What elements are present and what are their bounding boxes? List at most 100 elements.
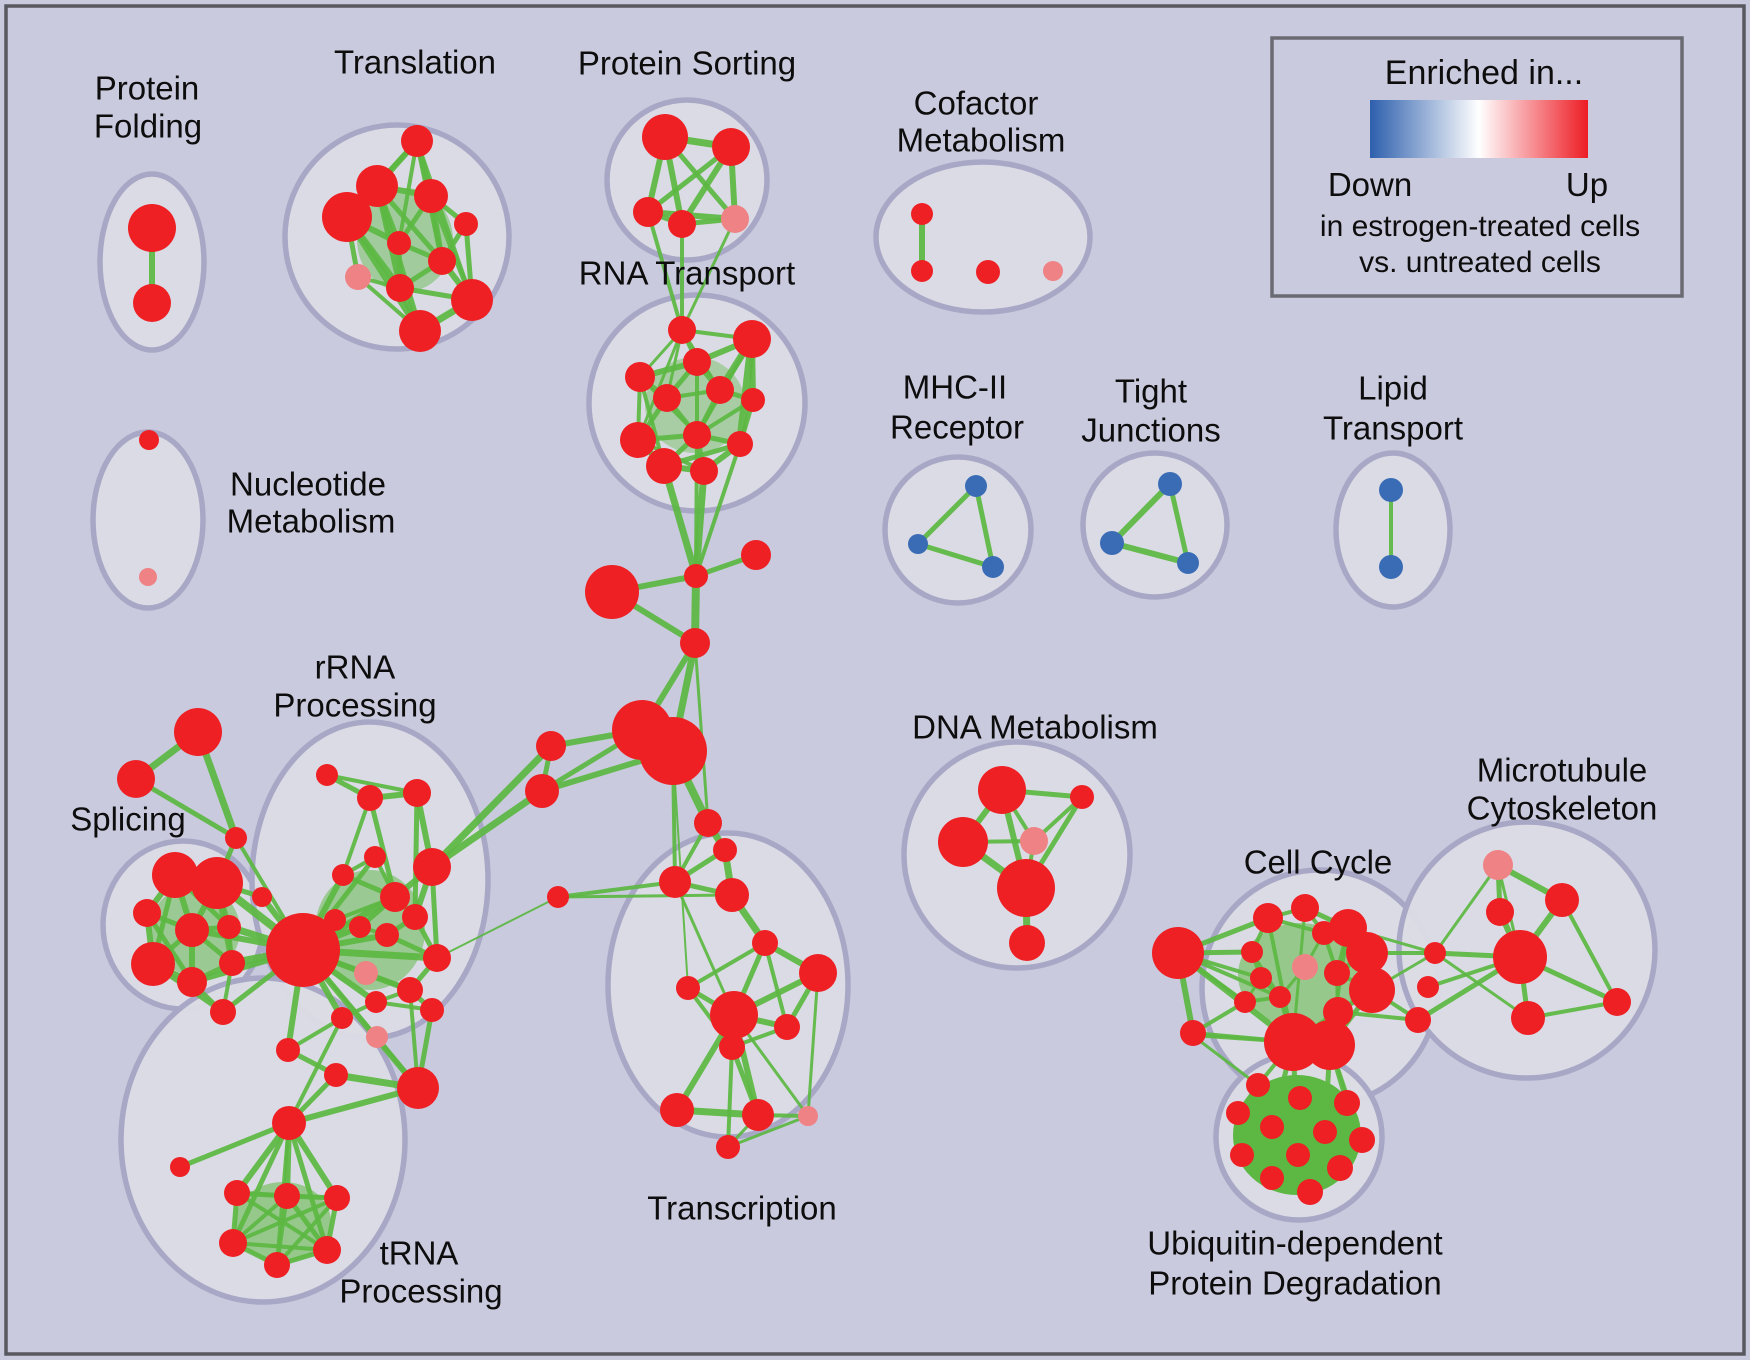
gene-set-node	[210, 999, 236, 1025]
gene-set-node	[366, 1026, 388, 1048]
edge	[763, 941, 789, 1029]
gene-set-node	[174, 708, 222, 756]
gene-set-node	[266, 913, 340, 987]
cluster-label: RNA Transport	[579, 255, 795, 292]
gene-set-node	[152, 852, 198, 898]
legend-context-line2: vs. untreated cells	[1359, 246, 1601, 279]
gene-set-node	[225, 827, 247, 849]
edge	[694, 433, 699, 578]
edge	[287, 1016, 344, 1125]
gene-set-node	[719, 1034, 745, 1060]
edge	[428, 742, 555, 871]
gene-set-node	[660, 1093, 694, 1127]
cluster-label: Processing	[273, 687, 436, 724]
gene-set-node	[683, 421, 711, 449]
gene-set-node	[908, 534, 928, 554]
gene-set-node	[420, 998, 444, 1022]
gene-set-node	[1349, 967, 1395, 1013]
gene-set-node	[525, 774, 559, 808]
cluster-label: Microtubule	[1477, 752, 1648, 789]
cluster-label: Splicing	[70, 801, 186, 838]
gene-set-node	[1405, 1007, 1431, 1033]
gene-set-node	[386, 274, 414, 302]
gene-set-node	[274, 1183, 300, 1209]
gene-set-node	[911, 203, 933, 225]
gene-set-node	[345, 264, 371, 290]
gene-set-node	[402, 904, 428, 930]
gene-set-node	[1158, 472, 1182, 496]
gene-set-node	[324, 1185, 350, 1211]
gene-set-node	[131, 942, 175, 986]
gene-set-node	[1020, 827, 1048, 855]
gene-set-node	[938, 817, 988, 867]
gene-set-node	[1349, 1127, 1375, 1153]
edge	[286, 1085, 421, 1126]
edge	[556, 893, 734, 899]
gene-set-node	[191, 857, 243, 909]
gene-set-node	[324, 1063, 348, 1087]
gene-set-node	[713, 838, 737, 862]
gene-set-node	[380, 882, 410, 912]
gene-set-node	[653, 384, 681, 412]
gene-set-node	[1269, 986, 1291, 1008]
gene-set-node	[1226, 1101, 1250, 1125]
gene-set-node	[177, 967, 207, 997]
gene-set-node	[1288, 1086, 1312, 1110]
cluster-label: Protein Degradation	[1148, 1265, 1442, 1302]
gene-set-node	[217, 915, 241, 939]
gene-set-node	[683, 348, 711, 376]
gene-set-node	[1324, 960, 1350, 986]
cluster-label: tRNA	[380, 1235, 459, 1272]
cluster-label: Lipid	[1358, 370, 1428, 407]
edge	[1167, 481, 1191, 566]
gene-set-node	[1260, 1115, 1284, 1139]
cluster-label: Cytoskeleton	[1467, 790, 1658, 827]
gene-set-node	[965, 475, 987, 497]
edge	[680, 217, 737, 332]
gene-set-node	[1346, 932, 1388, 974]
gene-set-node	[642, 114, 688, 160]
gene-set-node	[721, 205, 749, 233]
gene-set-node	[1070, 785, 1094, 809]
figure-frame	[4, 4, 1746, 1356]
cluster-tight-junctions	[1080, 450, 1230, 600]
edge	[325, 773, 419, 795]
gene-set-node	[727, 431, 753, 457]
gene-set-node	[276, 1038, 300, 1062]
gene-set-node	[264, 1252, 290, 1278]
gene-set-node	[710, 991, 758, 1039]
gene-set-node	[170, 1157, 190, 1177]
gene-set-node	[1260, 1166, 1284, 1190]
gene-set-node	[403, 779, 431, 807]
cluster-cofactor-metabolism	[873, 159, 1093, 315]
gene-set-node	[1493, 930, 1547, 984]
edge	[1109, 540, 1191, 566]
gene-set-node	[1043, 261, 1063, 281]
edge	[556, 880, 677, 899]
gene-set-node	[117, 760, 155, 798]
gene-set-node	[413, 848, 451, 886]
edge	[973, 483, 996, 570]
gene-set-node	[322, 192, 372, 242]
gene-set-node	[1334, 1090, 1360, 1116]
gene-set-node	[224, 1180, 250, 1206]
gene-set-node	[978, 766, 1026, 814]
gene-set-node	[1246, 1073, 1270, 1097]
gene-set-node	[1417, 976, 1439, 998]
gene-set-node	[332, 864, 354, 886]
gene-set-node	[313, 1236, 341, 1264]
gene-set-node	[798, 1106, 818, 1126]
cluster-label: Nucleotide	[230, 466, 386, 503]
edge	[915, 483, 979, 547]
gene-set-node	[354, 961, 378, 985]
edge	[286, 1120, 330, 1253]
gene-set-node	[1323, 997, 1353, 1027]
gene-set-node	[1603, 988, 1631, 1016]
cluster-label: Transport	[1323, 410, 1463, 447]
cluster-label: Processing	[339, 1273, 502, 1310]
gene-set-node	[331, 1007, 353, 1029]
cluster-label: Ubiquitin-dependent	[1147, 1225, 1442, 1262]
gene-set-node	[1241, 941, 1263, 963]
